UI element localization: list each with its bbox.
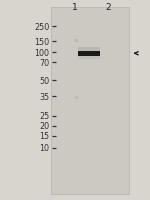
Text: 150: 150 <box>34 38 50 46</box>
Text: 25: 25 <box>39 112 50 120</box>
Text: 70: 70 <box>39 59 50 67</box>
FancyBboxPatch shape <box>78 48 100 52</box>
Text: 35: 35 <box>39 93 50 101</box>
Text: 2: 2 <box>105 3 111 12</box>
Text: 50: 50 <box>39 77 50 85</box>
FancyBboxPatch shape <box>51 8 129 194</box>
FancyBboxPatch shape <box>78 56 100 60</box>
Text: 15: 15 <box>39 132 50 140</box>
Text: 1: 1 <box>72 3 78 12</box>
FancyBboxPatch shape <box>78 51 100 56</box>
Text: 20: 20 <box>39 122 50 130</box>
Text: 100: 100 <box>34 49 50 57</box>
Text: 250: 250 <box>34 23 50 31</box>
Text: 10: 10 <box>39 144 50 152</box>
